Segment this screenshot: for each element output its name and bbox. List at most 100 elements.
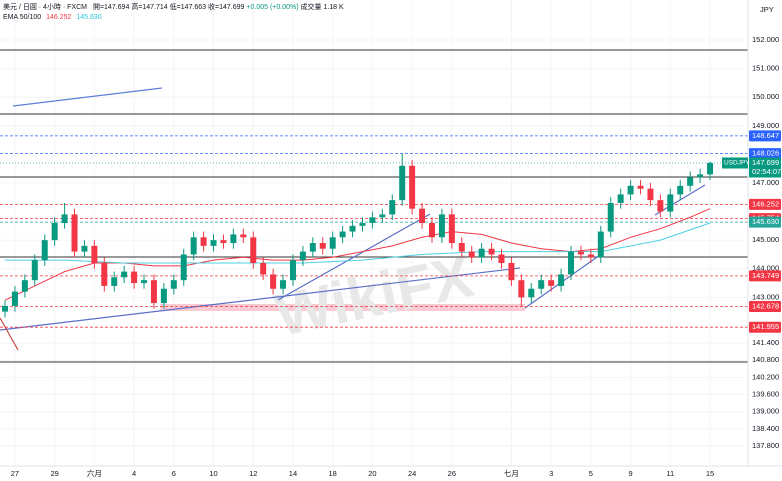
candle-body xyxy=(91,245,98,264)
price-tag-label: 148.026 xyxy=(752,149,779,158)
candle-body xyxy=(478,248,485,258)
price-tag xyxy=(749,130,781,142)
y-tick-label: 143.000 xyxy=(752,292,779,301)
x-tick-label: 六月 xyxy=(87,468,102,478)
x-tick-label: 10 xyxy=(209,469,217,478)
price-tag xyxy=(749,270,781,282)
candle-body xyxy=(409,165,416,209)
candle-body xyxy=(160,288,167,304)
candle-body xyxy=(131,271,138,284)
price-axis: 152.000 151.000 150.000 149.000 147.000 145.0… xyxy=(11,35,781,478)
candle-body xyxy=(458,243,465,252)
candle-body xyxy=(349,225,356,232)
candle-body xyxy=(617,194,624,203)
candle-body xyxy=(379,214,386,218)
candle-body xyxy=(200,237,207,246)
y-tick-label: 139.600 xyxy=(752,390,779,399)
volume: 成交量 1.18 K xyxy=(300,4,344,11)
ema-tail xyxy=(0,317,19,351)
candle-body xyxy=(548,280,555,286)
y-tick-label: 138.400 xyxy=(752,424,779,433)
candle-body xyxy=(518,280,525,298)
currency: JPY xyxy=(760,5,774,14)
candle-body xyxy=(707,162,714,175)
candle-body xyxy=(339,231,346,238)
candle-body xyxy=(597,231,604,258)
x-tick-label: 3 xyxy=(549,469,553,478)
y-tick-label: 139.000 xyxy=(752,407,779,416)
trend-line xyxy=(0,267,521,331)
y-tick-label: 152.000 xyxy=(752,35,779,44)
candle-body xyxy=(150,280,157,304)
ohlc: 低=147.663 xyxy=(169,4,207,11)
candle-body xyxy=(329,237,336,249)
x-tick-label: 26 xyxy=(448,469,456,478)
candle-body xyxy=(448,214,455,244)
x-tick-label: 11 xyxy=(666,469,674,478)
candle-body xyxy=(309,243,316,252)
symbol-tag xyxy=(722,157,748,169)
y-tick-label: 144.000 xyxy=(752,264,779,273)
candle-body xyxy=(359,222,366,226)
x-tick-label: 29 xyxy=(50,469,58,478)
y-tick-label: 147.000 xyxy=(752,178,779,187)
x-tick-label: 9 xyxy=(629,469,633,478)
instrument: 美元 / 日圓 · 4小時 · FXCM xyxy=(3,4,87,11)
candle-body xyxy=(21,280,28,292)
candle-body xyxy=(101,263,108,286)
y-tick-label: 141.400 xyxy=(752,338,779,347)
candle-body xyxy=(587,254,594,258)
ema-legend: EMA 50/100 146.252 145.630 xyxy=(3,13,344,23)
price-tag xyxy=(749,216,781,228)
ema-label: EMA 50/100 xyxy=(3,14,42,21)
candle-body xyxy=(61,214,68,223)
candle-body xyxy=(657,200,664,212)
candle-body xyxy=(270,274,277,289)
candle-body xyxy=(677,185,684,195)
price-tag-label: 147.699 xyxy=(752,158,779,167)
candle-body xyxy=(180,254,187,281)
candle-body xyxy=(210,240,217,246)
candle-body xyxy=(141,280,148,284)
candle-body xyxy=(687,177,694,186)
x-tick-label: 七月 xyxy=(504,469,519,478)
ohlc: 高=147.714 xyxy=(131,4,168,11)
candle-body xyxy=(220,240,227,244)
y-tick-label: 149.000 xyxy=(752,121,779,130)
candle-body xyxy=(230,234,237,244)
x-tick-label: 5 xyxy=(589,469,593,478)
candle-body xyxy=(627,185,634,195)
symbol-tag-label: USDJPY xyxy=(724,160,750,167)
trend-line xyxy=(12,87,163,107)
price-tag-label: 146.252 xyxy=(752,199,779,208)
candle-body xyxy=(51,222,58,241)
candle-body xyxy=(299,251,306,261)
candle-body xyxy=(2,305,8,312)
candle-body xyxy=(250,237,257,264)
x-tick-label: 18 xyxy=(329,469,337,478)
candle-body xyxy=(190,237,197,255)
price-tag xyxy=(749,148,781,160)
y-tick-label: 140.200 xyxy=(752,372,779,381)
candle-body xyxy=(240,234,247,238)
trend-line xyxy=(277,213,431,301)
candle-body xyxy=(419,208,426,223)
price-tag xyxy=(749,198,781,210)
price-tag xyxy=(749,157,781,178)
x-tick-label: 4 xyxy=(132,469,136,478)
candle-body xyxy=(697,174,704,178)
candle-body xyxy=(558,274,565,286)
price-tag-label: 143.749 xyxy=(752,271,779,280)
x-tick-label: 20 xyxy=(368,469,376,478)
candle-body xyxy=(438,214,445,238)
candle-body xyxy=(577,251,584,255)
price-tag-label: 142.678 xyxy=(752,302,779,311)
candle-body xyxy=(11,291,18,306)
candle-body xyxy=(607,202,614,232)
candle-body xyxy=(319,243,326,249)
candle-body xyxy=(528,288,535,298)
candle-body xyxy=(289,260,296,281)
plot xyxy=(2,153,714,318)
y-tick-label: 151.000 xyxy=(752,64,779,73)
